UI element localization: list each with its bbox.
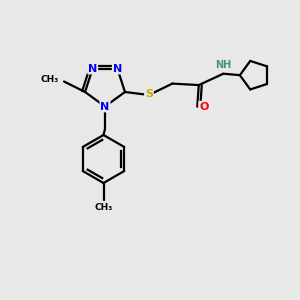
Text: O: O bbox=[199, 102, 208, 112]
Text: S: S bbox=[145, 89, 153, 99]
Text: CH₃: CH₃ bbox=[94, 203, 112, 212]
Text: N: N bbox=[100, 101, 109, 112]
Text: CH₃: CH₃ bbox=[40, 75, 58, 84]
Text: NH: NH bbox=[215, 60, 232, 70]
Text: N: N bbox=[113, 64, 122, 74]
Text: N: N bbox=[88, 64, 97, 74]
